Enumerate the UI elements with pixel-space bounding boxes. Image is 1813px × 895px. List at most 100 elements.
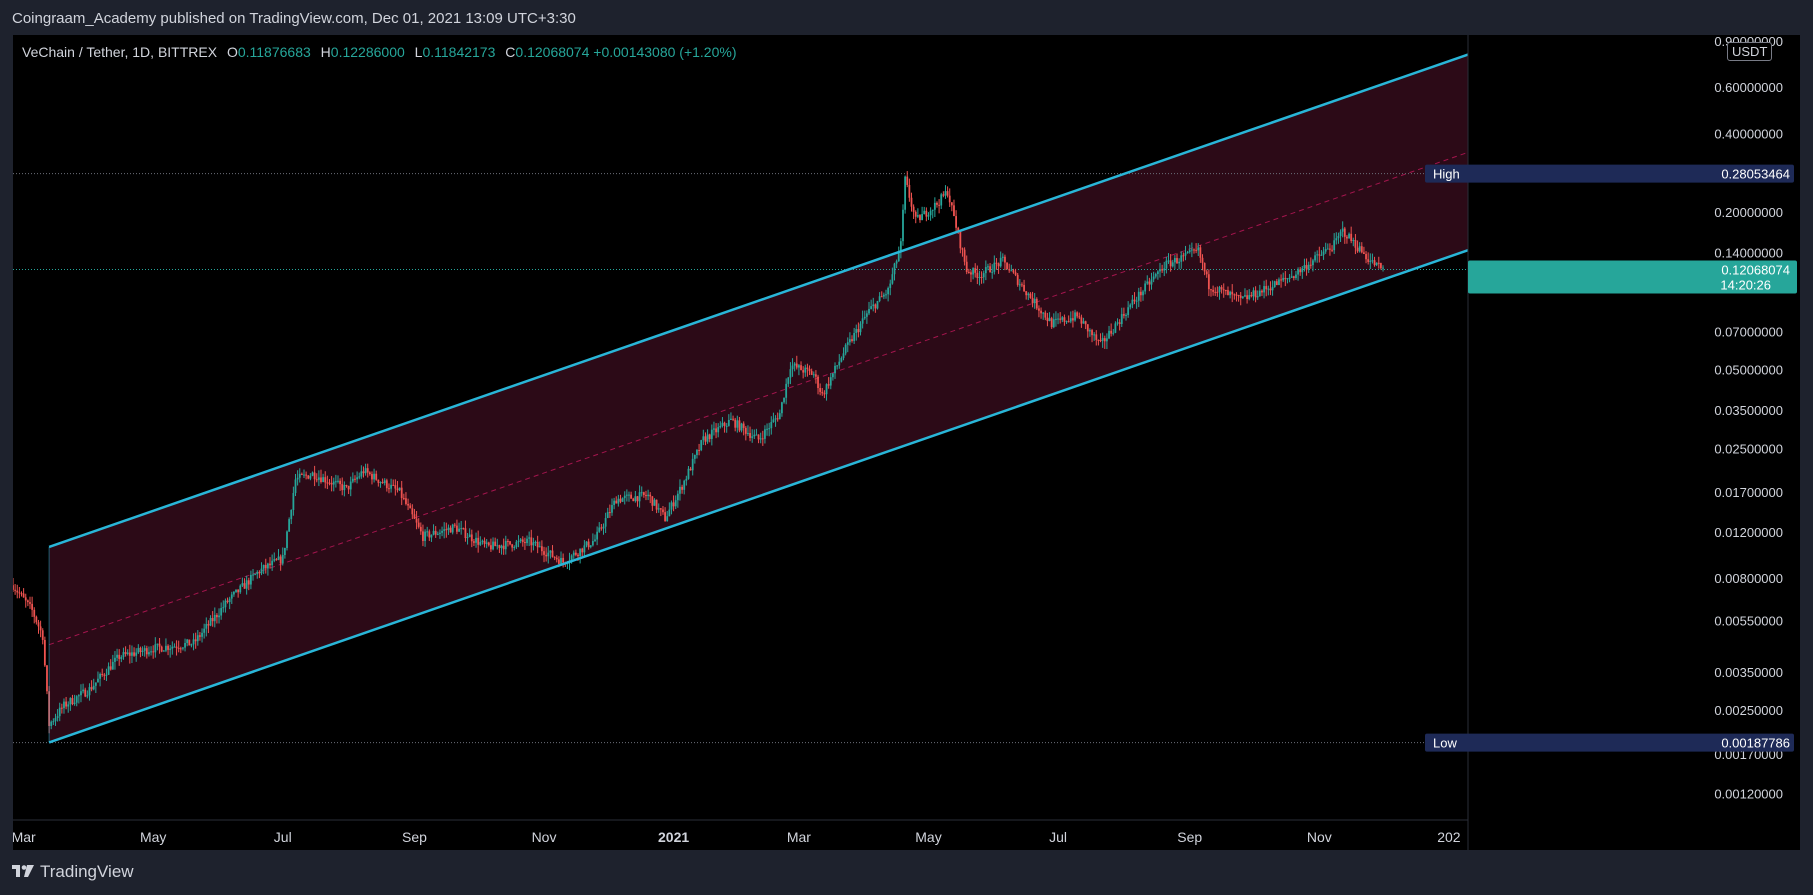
candle-body bbox=[222, 607, 225, 609]
candle-body bbox=[963, 249, 966, 262]
candle-body bbox=[498, 545, 501, 549]
candle-body bbox=[216, 614, 218, 618]
candle-body bbox=[111, 661, 114, 670]
candle-body bbox=[800, 365, 802, 371]
candle-body bbox=[1074, 312, 1076, 321]
candle-body bbox=[662, 509, 664, 513]
candle-body bbox=[551, 550, 554, 557]
candle-body bbox=[1018, 284, 1021, 286]
candle-body bbox=[1093, 334, 1096, 336]
candle-body bbox=[1303, 265, 1306, 269]
candle-body bbox=[92, 685, 95, 690]
candle-body bbox=[84, 689, 87, 697]
candle-body bbox=[75, 696, 78, 703]
candle-body bbox=[188, 639, 191, 646]
candle-body bbox=[1312, 260, 1314, 266]
candle-body bbox=[1292, 276, 1295, 279]
candle-body bbox=[676, 493, 679, 501]
candle-body bbox=[233, 591, 235, 595]
channel-upper-line[interactable] bbox=[48, 53, 1469, 549]
x-tick-label: 2021 bbox=[658, 829, 689, 845]
candle-body bbox=[154, 644, 157, 653]
candle-body bbox=[1095, 334, 1098, 340]
y-tick-label: 0.05000000 bbox=[1714, 363, 1783, 378]
candle-body bbox=[810, 371, 813, 375]
candle-body bbox=[326, 482, 329, 484]
candle-body bbox=[1337, 236, 1340, 239]
candle-body bbox=[1318, 254, 1321, 256]
candle-body bbox=[143, 648, 146, 651]
candle-body bbox=[1222, 289, 1225, 291]
candle-body bbox=[950, 202, 953, 206]
candle-body bbox=[507, 541, 509, 543]
high-value: 0.12286000 bbox=[330, 44, 405, 60]
symbol-label[interactable]: VeChain / Tether, 1D, BITTREX bbox=[22, 44, 218, 60]
candle-body bbox=[553, 556, 556, 558]
candle-body bbox=[277, 556, 280, 560]
candle-body bbox=[1380, 263, 1382, 269]
candle-body bbox=[672, 502, 675, 507]
candlestick-chart[interactable]: 0.900000000.600000000.400000000.20000000… bbox=[13, 35, 1800, 850]
candle-body bbox=[651, 496, 654, 506]
chart-area[interactable]: 0.900000000.600000000.400000000.20000000… bbox=[13, 35, 1800, 850]
candle-body bbox=[417, 522, 420, 527]
candle-body bbox=[543, 551, 545, 555]
candle-body bbox=[1065, 321, 1068, 323]
candle-body bbox=[453, 524, 456, 526]
candle-body bbox=[1275, 281, 1278, 286]
candle-body bbox=[747, 433, 749, 435]
candle-body bbox=[906, 176, 909, 185]
candle-body bbox=[1354, 240, 1357, 248]
candle-body bbox=[1004, 256, 1006, 263]
candle-body bbox=[596, 531, 599, 540]
candle-body bbox=[324, 477, 327, 483]
candle-body bbox=[286, 531, 288, 548]
candle-body bbox=[753, 434, 756, 437]
candle-body bbox=[409, 505, 412, 509]
candle-body bbox=[1324, 249, 1327, 252]
candle-body bbox=[77, 695, 80, 697]
candle-body bbox=[938, 204, 941, 206]
candle-body bbox=[670, 502, 673, 510]
candle-body bbox=[33, 609, 36, 617]
channel-lower-line[interactable] bbox=[48, 249, 1469, 744]
candle-body bbox=[560, 557, 562, 564]
candle-body bbox=[1246, 295, 1248, 300]
candle-body bbox=[611, 505, 613, 513]
candle-body bbox=[1254, 290, 1257, 298]
candle-body bbox=[1235, 294, 1238, 296]
candle-body bbox=[874, 304, 877, 309]
candle-body bbox=[116, 654, 118, 658]
candle-body bbox=[388, 488, 390, 490]
candle-body bbox=[1097, 339, 1100, 341]
x-tick-label: Jul bbox=[274, 829, 292, 845]
candle-body bbox=[37, 622, 40, 627]
footer-brand[interactable]: TradingView bbox=[12, 862, 134, 882]
candle-body bbox=[557, 559, 560, 564]
candle-body bbox=[237, 589, 240, 593]
candle-body bbox=[1072, 318, 1074, 321]
candle-body bbox=[426, 531, 429, 533]
high-level-tag bbox=[1425, 164, 1794, 183]
candle-body bbox=[1252, 290, 1255, 297]
candle-body bbox=[1150, 279, 1153, 285]
candle-body bbox=[487, 542, 490, 546]
candle-body bbox=[727, 419, 730, 426]
candle-body bbox=[103, 674, 106, 676]
candle-body bbox=[853, 332, 856, 341]
candle-body bbox=[927, 215, 930, 217]
candle-body bbox=[827, 384, 830, 386]
candle-body bbox=[1207, 274, 1210, 290]
currency-selector[interactable]: USDT bbox=[1727, 42, 1773, 61]
candle-body bbox=[1322, 251, 1325, 255]
candle-body bbox=[882, 294, 885, 297]
candle-body bbox=[1084, 321, 1087, 325]
candle-body bbox=[619, 498, 622, 502]
candle-body bbox=[819, 388, 822, 392]
candle-body bbox=[706, 434, 709, 442]
candle-body bbox=[1199, 247, 1202, 258]
candle-body bbox=[405, 498, 407, 505]
candle-body bbox=[1341, 228, 1344, 232]
channel-midline[interactable] bbox=[48, 151, 1469, 646]
candle-body bbox=[1176, 258, 1178, 264]
